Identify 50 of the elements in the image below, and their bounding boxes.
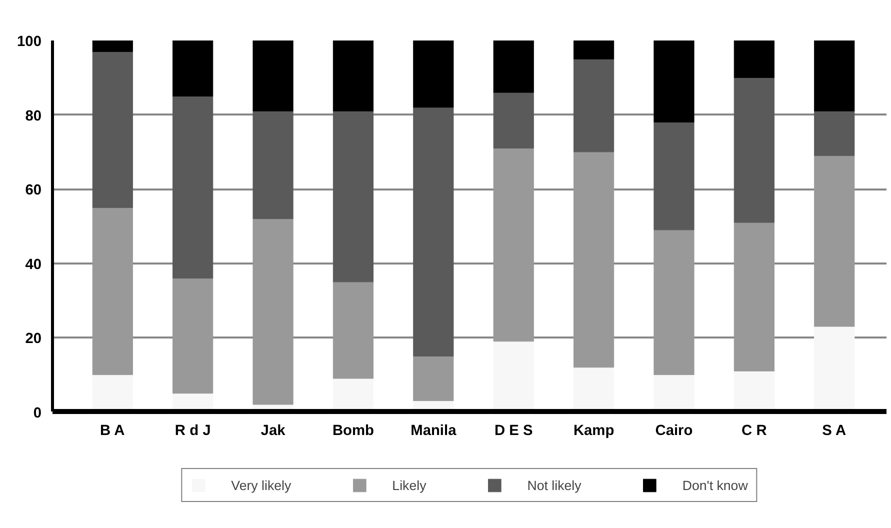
bar — [332, 40, 374, 112]
bar — [413, 107, 454, 356]
bar — [172, 278, 214, 394]
x-tick-label: Jak — [260, 422, 286, 439]
bar — [574, 40, 614, 60]
x-tick-label: Kamp — [573, 422, 614, 439]
bar — [734, 77, 774, 223]
bar — [574, 58, 614, 152]
bar — [413, 356, 454, 402]
x-tick-label: Cairo — [655, 422, 693, 439]
x-tick-label: Manila — [410, 422, 458, 439]
bar — [252, 40, 294, 112]
x-tick-label: D E S — [494, 422, 533, 439]
y-tick-label: 0 — [33, 405, 42, 422]
bar — [493, 92, 534, 148]
x-tick-label: S A — [822, 422, 846, 439]
bar — [814, 155, 855, 327]
bar — [734, 222, 774, 372]
bar — [92, 207, 133, 376]
legend-label: Very likely — [231, 478, 292, 492]
y-tick-label: 80 — [25, 108, 42, 124]
y-tick-label: 40 — [25, 256, 42, 273]
bar — [92, 51, 133, 208]
bar — [252, 218, 294, 405]
x-tick-label: Bomb — [332, 422, 374, 439]
bar — [734, 40, 774, 78]
bar — [814, 110, 855, 156]
bar — [574, 152, 614, 368]
legend-label: Not likely — [527, 478, 582, 492]
y-tick-label: 100 — [17, 34, 42, 50]
bar — [413, 40, 454, 108]
bar — [654, 230, 694, 376]
y-tick-label: 20 — [25, 331, 42, 348]
bar — [332, 282, 374, 379]
y-tick-label: 60 — [25, 182, 42, 199]
bar — [814, 40, 855, 112]
x-tick-label: C R — [742, 422, 768, 439]
bar — [654, 40, 694, 122]
bar — [493, 148, 534, 342]
bar — [172, 40, 214, 96]
bar — [654, 122, 694, 230]
bar — [252, 110, 294, 220]
bar — [92, 40, 133, 52]
bar — [172, 96, 214, 278]
legend-label: Likely — [392, 478, 426, 492]
x-tick-label: R d J — [174, 422, 211, 439]
bar — [493, 40, 534, 93]
bar — [332, 110, 374, 282]
legend-label: Don't know — [682, 478, 748, 492]
x-tick-label: B A — [100, 422, 126, 439]
